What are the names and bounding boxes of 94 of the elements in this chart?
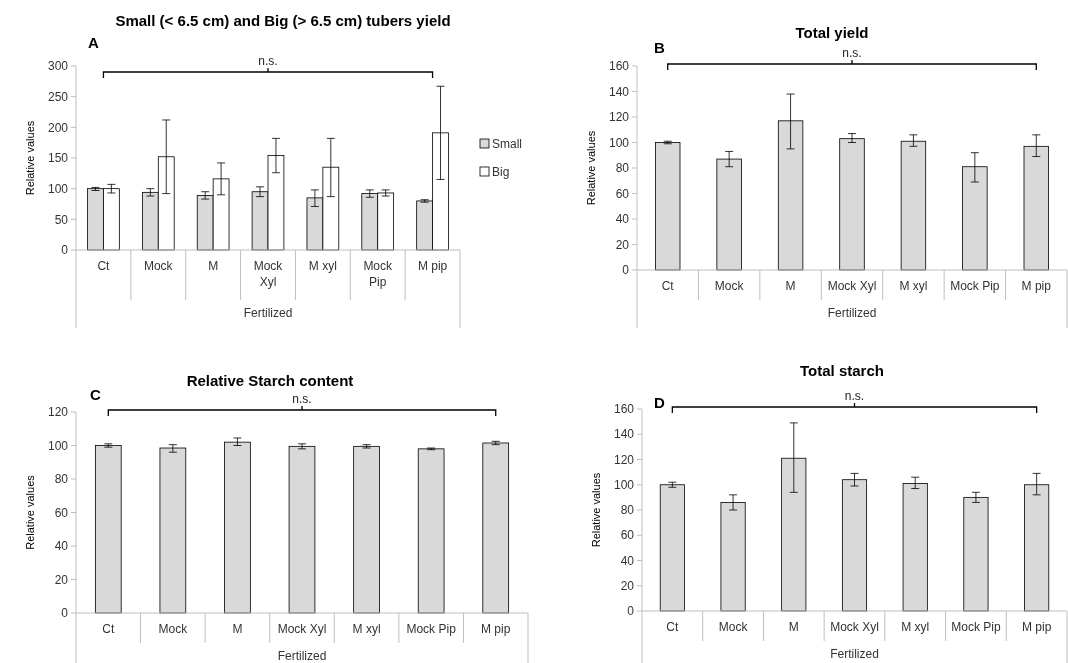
x-tick-label: Mock Xyl bbox=[830, 620, 879, 634]
bar bbox=[839, 138, 865, 271]
x-tick-label: M xyl bbox=[899, 279, 928, 293]
y-tick-label: 0 bbox=[61, 606, 69, 621]
y-tick-label: 160 bbox=[613, 402, 635, 417]
bar bbox=[963, 496, 989, 612]
x-tick-label: M pip bbox=[481, 622, 511, 636]
y-tick-label: 100 bbox=[613, 477, 635, 492]
x-axis-title: Fertilized bbox=[277, 649, 327, 663]
y-tick-label: 40 bbox=[620, 553, 635, 568]
y-tick-label: 140 bbox=[608, 84, 630, 99]
y-tick-label: 60 bbox=[54, 505, 69, 520]
y-tick-label: 120 bbox=[608, 110, 630, 125]
y-tick-label: 300 bbox=[47, 59, 69, 74]
y-tick-label: 0 bbox=[627, 604, 635, 619]
y-axis-title: Relative values bbox=[590, 472, 602, 548]
annotation: D bbox=[654, 394, 665, 411]
x-tick-label: M bbox=[232, 622, 243, 636]
legend-label: Big bbox=[492, 165, 510, 180]
y-tick-label: 60 bbox=[620, 528, 635, 543]
y-tick-label: 20 bbox=[615, 237, 630, 252]
text: B bbox=[654, 39, 665, 56]
x-tick-label: Ct bbox=[97, 259, 111, 273]
x-tick-label: Mock bbox=[714, 279, 745, 293]
annotation: n.s. bbox=[258, 54, 278, 68]
y-tick-label: 20 bbox=[54, 572, 69, 587]
chart-title: Relative Starch content bbox=[186, 372, 354, 389]
y-tick-label: 50 bbox=[54, 212, 69, 227]
y-tick-label: 80 bbox=[620, 503, 635, 518]
y-tick-label: 100 bbox=[47, 438, 69, 453]
x-tick-label: M pip bbox=[1021, 620, 1052, 634]
x-tick-label: Mock Pip bbox=[951, 620, 1001, 634]
bar bbox=[94, 445, 122, 614]
legend-label: Small bbox=[492, 137, 523, 152]
x-tick-label: Mock bbox=[158, 622, 189, 636]
text: n.s. bbox=[842, 46, 862, 60]
x-tick-label: M pip bbox=[417, 259, 448, 273]
text: C bbox=[90, 386, 101, 403]
y-tick-label: 40 bbox=[54, 539, 69, 554]
bar bbox=[900, 140, 927, 271]
y-tick-label: 80 bbox=[615, 161, 630, 176]
text: A bbox=[88, 34, 99, 51]
x-tick-label: M bbox=[785, 279, 796, 293]
y-tick-label: 20 bbox=[620, 578, 635, 593]
y-tick-label: 0 bbox=[622, 263, 630, 278]
chart-title: Small (< 6.5 cm) and Big (> 6.5 cm) tubers yield bbox=[115, 12, 451, 29]
bar bbox=[288, 445, 316, 614]
x-tick-label: Mock bbox=[143, 259, 174, 273]
bar bbox=[159, 447, 187, 614]
x-tick-label: Mock bbox=[718, 620, 749, 634]
x-tick-label: Mock Pip bbox=[950, 279, 1000, 293]
x-axis-title: Fertilized bbox=[827, 306, 877, 320]
x-tick-label: M bbox=[788, 620, 799, 634]
y-tick-label: 150 bbox=[47, 151, 69, 166]
x-tick-label: Ct bbox=[102, 622, 115, 636]
chart-title: Total starch bbox=[800, 362, 884, 379]
y-axis-title: Relative values bbox=[24, 120, 36, 196]
x-tick-label: Mock Xyl bbox=[253, 259, 284, 289]
y-tick-label: 80 bbox=[54, 472, 69, 487]
bar bbox=[655, 142, 681, 271]
x-tick-label: Ct bbox=[666, 620, 680, 634]
x-tick-label: M xyl bbox=[352, 622, 381, 636]
x-tick-label: M pip bbox=[1021, 279, 1052, 293]
y-tick-label: 60 bbox=[615, 186, 630, 201]
x-tick-label: Ct bbox=[661, 279, 675, 293]
chart-title: Total yield bbox=[795, 24, 869, 41]
x-tick-label: Mock Pip bbox=[406, 622, 457, 636]
y-tick-label: 100 bbox=[47, 181, 69, 196]
bar bbox=[353, 445, 380, 614]
y-axis-title: Relative values bbox=[24, 474, 36, 550]
y-axis-title: Relative values bbox=[585, 130, 597, 206]
text: n.s. bbox=[844, 389, 865, 403]
y-tick-label: 160 bbox=[608, 59, 630, 74]
y-tick-label: 0 bbox=[61, 243, 69, 258]
y-tick-label: 120 bbox=[47, 405, 69, 420]
y-tick-label: 120 bbox=[613, 452, 635, 467]
y-tick-label: 200 bbox=[47, 120, 69, 135]
bar bbox=[224, 441, 251, 614]
x-tick-label: Mock Xyl bbox=[827, 279, 877, 293]
text: n.s. bbox=[292, 392, 312, 406]
x-tick-label: Mock Xyl bbox=[277, 622, 327, 636]
y-tick-label: 250 bbox=[47, 89, 69, 104]
x-axis-title: Fertilized bbox=[243, 306, 293, 320]
bar bbox=[417, 448, 445, 614]
x-axis-title: Fertilized bbox=[830, 647, 879, 661]
y-tick-label: 140 bbox=[613, 427, 635, 442]
x-tick-label: M bbox=[208, 259, 219, 273]
y-tick-label: 40 bbox=[615, 212, 630, 227]
x-tick-label: Mock Pip bbox=[363, 259, 394, 289]
bar bbox=[659, 484, 685, 612]
y-tick-label: 100 bbox=[608, 135, 630, 150]
bar bbox=[482, 442, 510, 614]
x-tick-label: M xyl bbox=[308, 259, 337, 273]
x-tick-label: M xyl bbox=[901, 620, 930, 634]
